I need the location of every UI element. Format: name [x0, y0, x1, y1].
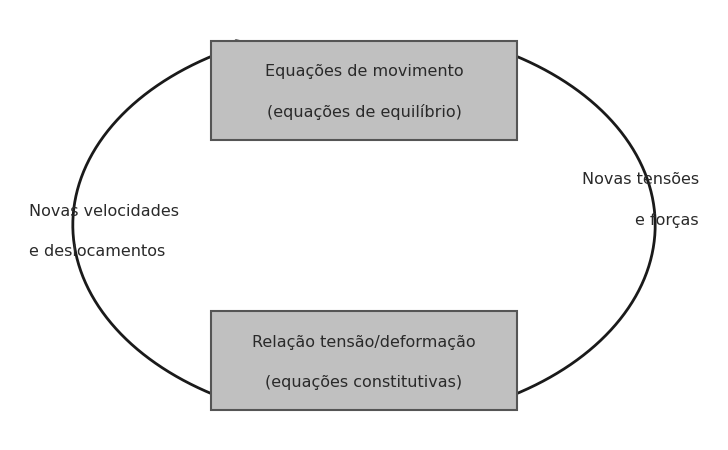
Text: (equações constitutivas): (equações constitutivas): [266, 375, 462, 390]
Text: (equações de equilíbrio): (equações de equilíbrio): [266, 104, 462, 121]
Text: Novas tensões: Novas tensões: [582, 172, 699, 188]
Text: e forças: e forças: [636, 213, 699, 228]
Text: Relação tensão/deformação: Relação tensão/deformação: [252, 334, 476, 350]
Text: e deslocamentos: e deslocamentos: [29, 244, 165, 260]
Text: Novas velocidades: Novas velocidades: [29, 204, 179, 219]
FancyBboxPatch shape: [211, 310, 517, 410]
FancyBboxPatch shape: [211, 40, 517, 140]
Text: Equações de movimento: Equações de movimento: [265, 64, 463, 80]
